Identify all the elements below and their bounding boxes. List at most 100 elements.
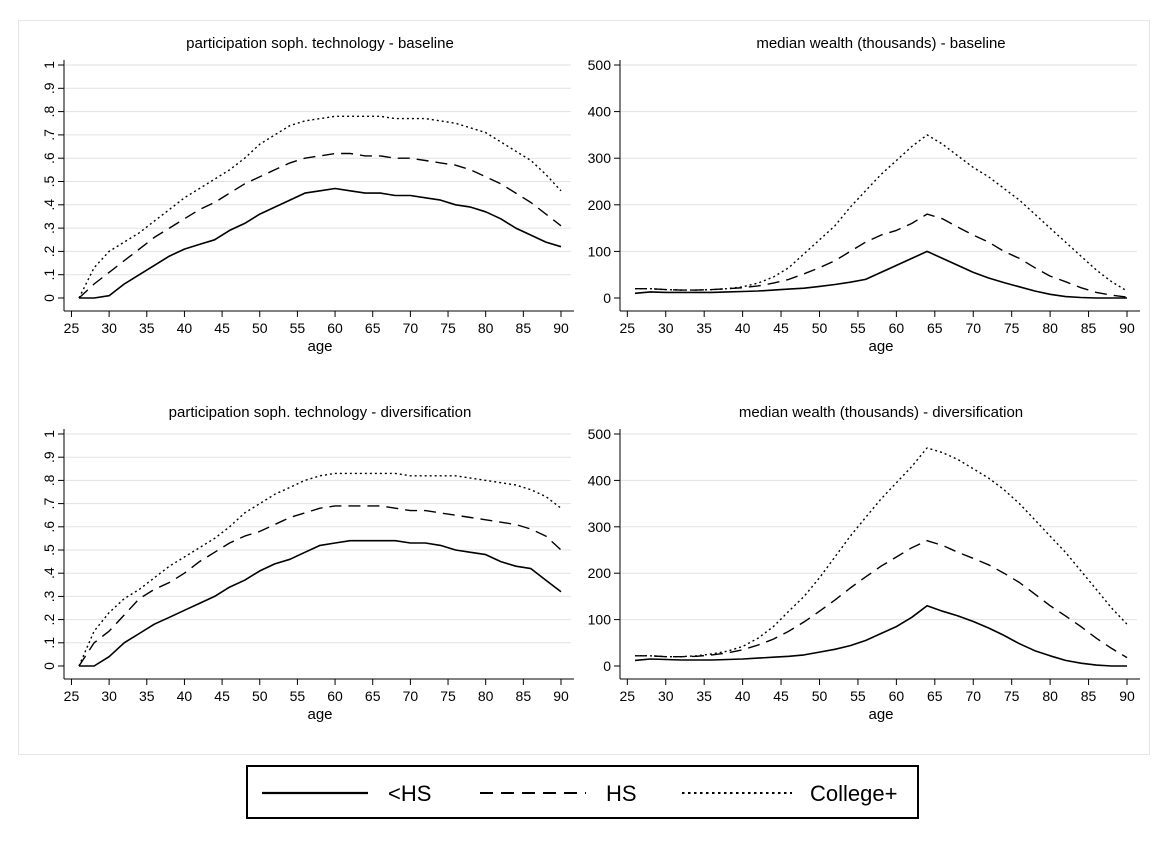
x-tick-label: 40 bbox=[735, 320, 751, 336]
series-line-solid bbox=[634, 604, 1127, 667]
figure-panel: participation soph. technology - baselin… bbox=[18, 20, 1150, 755]
x-tick-label: 50 bbox=[812, 688, 828, 704]
x-tick-label: 55 bbox=[290, 320, 306, 336]
y-tick-label: 0 bbox=[41, 294, 57, 302]
x-tick-label: 30 bbox=[658, 320, 674, 336]
y-tick-label: .5 bbox=[41, 544, 57, 556]
y-tick-label: 0 bbox=[603, 290, 611, 306]
x-axis-label: age bbox=[307, 706, 332, 723]
x-tick-label: 65 bbox=[927, 320, 943, 336]
x-tick-label: 55 bbox=[850, 688, 866, 704]
series-line-solid bbox=[79, 187, 562, 299]
x-tick-label: 60 bbox=[327, 320, 343, 336]
x-tick-label: 70 bbox=[403, 688, 419, 704]
y-tick-label: .6 bbox=[41, 152, 57, 164]
x-tick-label: 75 bbox=[440, 688, 456, 704]
x-tick-label: 90 bbox=[553, 688, 569, 704]
x-tick-label: 70 bbox=[403, 320, 419, 336]
x-tick-label: 55 bbox=[850, 320, 866, 336]
legend-label-college-plus: College+ bbox=[810, 781, 897, 806]
y-tick-label: .1 bbox=[41, 269, 57, 281]
x-tick-label: 25 bbox=[64, 320, 80, 336]
y-tick-label: 1 bbox=[41, 430, 57, 438]
y-tick-label: 400 bbox=[588, 472, 612, 488]
x-tick-label: 70 bbox=[965, 320, 981, 336]
chart-panel-4: median wealth (thousands) - diversificat… bbox=[588, 404, 1140, 723]
chart-title: participation soph. technology - diversi… bbox=[169, 404, 472, 421]
x-tick-label: 65 bbox=[365, 320, 381, 336]
series-line-dashed bbox=[635, 213, 1128, 298]
x-tick-label: 65 bbox=[365, 688, 381, 704]
x-tick-label: 30 bbox=[101, 688, 117, 704]
y-tick-label: 300 bbox=[588, 150, 612, 166]
x-tick-label: 30 bbox=[658, 688, 674, 704]
x-tick-label: 60 bbox=[889, 688, 905, 704]
x-tick-label: 80 bbox=[478, 688, 494, 704]
series-line-dashed bbox=[635, 540, 1128, 659]
chart-title: median wealth (thousands) - baseline bbox=[756, 35, 1005, 52]
series-line-dotted bbox=[78, 115, 562, 299]
chart-panel-1: participation soph. technology - baselin… bbox=[41, 35, 574, 355]
y-tick-label: .5 bbox=[41, 175, 57, 187]
y-tick-label: .9 bbox=[41, 451, 57, 463]
x-tick-label: 75 bbox=[1004, 688, 1020, 704]
x-tick-label: 45 bbox=[773, 688, 789, 704]
x-tick-label: 45 bbox=[214, 688, 230, 704]
chart-panel-2: median wealth (thousands) - baseline 0 100… bbox=[588, 35, 1140, 355]
x-axis-label: age bbox=[868, 706, 893, 723]
y-tick-label: .2 bbox=[41, 614, 57, 626]
y-tick-label: .8 bbox=[41, 106, 57, 118]
y-tick-label: 100 bbox=[588, 612, 612, 628]
x-tick-label: 30 bbox=[101, 320, 117, 336]
x-tick-label: 80 bbox=[1042, 688, 1058, 704]
x-tick-label: 50 bbox=[252, 320, 268, 336]
y-tick-label: .3 bbox=[41, 222, 57, 234]
y-tick-label: .7 bbox=[41, 498, 57, 510]
x-tick-label: 75 bbox=[440, 320, 456, 336]
x-tick-label: 85 bbox=[1081, 320, 1097, 336]
y-tick-label: .7 bbox=[41, 129, 57, 141]
x-tick-label: 40 bbox=[177, 688, 193, 704]
x-tick-label: 85 bbox=[1081, 688, 1097, 704]
x-tick-label: 35 bbox=[696, 688, 712, 704]
x-tick-label: 25 bbox=[64, 688, 80, 704]
series-line-solid bbox=[634, 250, 1127, 299]
x-tick-label: 85 bbox=[516, 320, 532, 336]
legend-label-hs: HS bbox=[606, 781, 637, 806]
chart-title: participation soph. technology - baselin… bbox=[186, 35, 454, 52]
series-line-dotted bbox=[635, 447, 1128, 658]
y-tick-label: .2 bbox=[41, 245, 57, 257]
x-tick-label: 40 bbox=[735, 688, 751, 704]
y-tick-label: 1 bbox=[41, 61, 57, 69]
y-tick-label: .8 bbox=[41, 474, 57, 486]
legend: <HS HS College+ bbox=[246, 765, 919, 819]
x-tick-label: 60 bbox=[889, 320, 905, 336]
chart-panel-3: participation soph. technology - diversi… bbox=[41, 404, 574, 723]
x-tick-label: 40 bbox=[177, 320, 193, 336]
y-tick-label: .3 bbox=[41, 590, 57, 602]
y-tick-label: 500 bbox=[588, 57, 612, 73]
series-line-solid bbox=[79, 539, 562, 667]
x-tick-label: 50 bbox=[812, 320, 828, 336]
x-tick-label: 25 bbox=[620, 320, 636, 336]
x-tick-label: 55 bbox=[290, 688, 306, 704]
series-line-dashed bbox=[78, 505, 562, 667]
chart-grid: participation soph. technology - baselin… bbox=[41, 35, 1140, 723]
x-tick-label: 50 bbox=[252, 688, 268, 704]
x-tick-label: 75 bbox=[1004, 320, 1020, 336]
series-line-dashed bbox=[78, 152, 562, 299]
y-tick-label: 0 bbox=[603, 658, 611, 674]
x-tick-label: 35 bbox=[139, 688, 155, 704]
y-tick-label: 100 bbox=[588, 243, 612, 259]
y-tick-label: .4 bbox=[41, 567, 57, 579]
legend-label-less-than-hs: <HS bbox=[388, 781, 431, 806]
x-tick-label: 60 bbox=[327, 688, 343, 704]
y-tick-label: .4 bbox=[41, 199, 57, 211]
x-tick-label: 45 bbox=[773, 320, 789, 336]
x-tick-label: 90 bbox=[553, 320, 569, 336]
series-line-dotted bbox=[78, 472, 562, 667]
y-tick-label: 200 bbox=[588, 197, 612, 213]
y-tick-label: 300 bbox=[588, 519, 612, 535]
y-tick-label: .1 bbox=[41, 637, 57, 649]
y-tick-label: 500 bbox=[588, 426, 612, 442]
